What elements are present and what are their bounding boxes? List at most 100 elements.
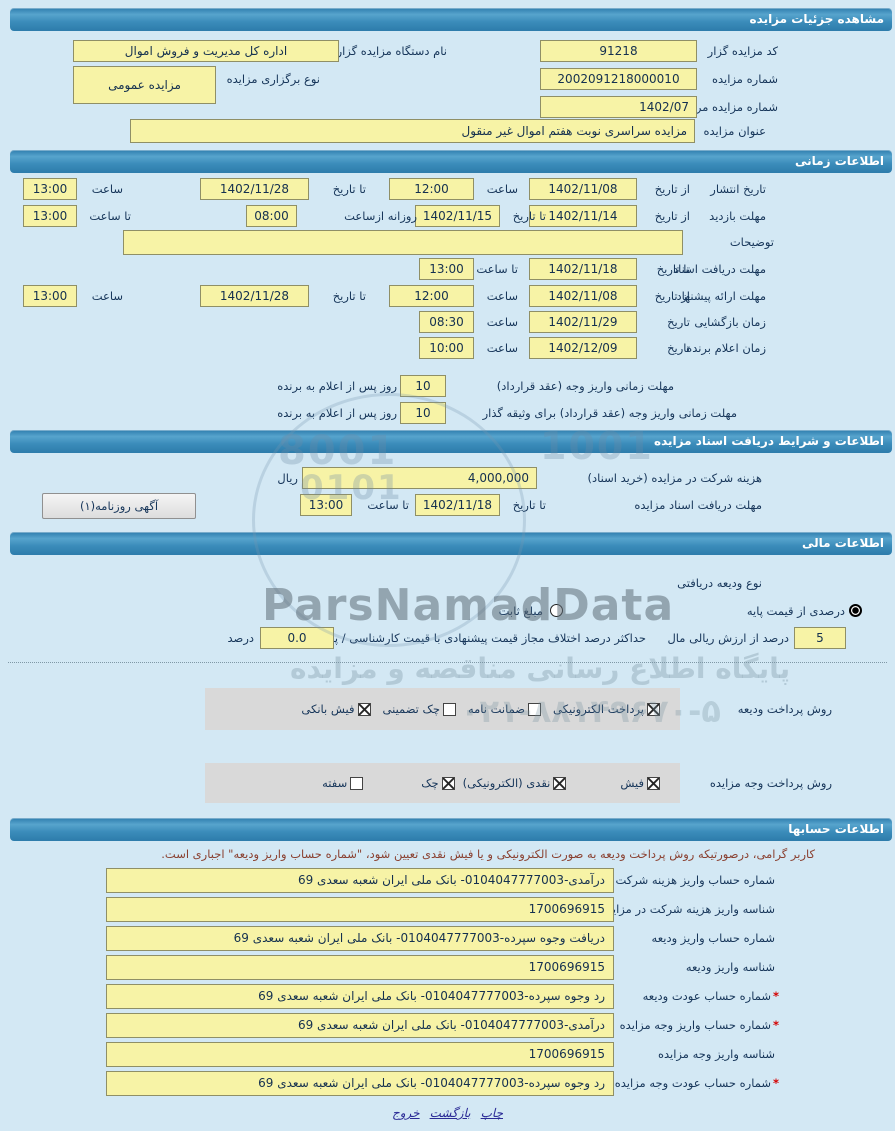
- winner-date-label: تاریخ: [667, 341, 690, 355]
- pay-deadline-guarantor-field[interactable]: 10: [400, 402, 446, 424]
- page-title: مشاهده جزئیات مزایده: [10, 8, 892, 31]
- account-row-label: *شماره حساب واریز وجه مزایده: [619, 1018, 779, 1032]
- visit-until-label: تا ساعت: [89, 209, 131, 223]
- visit-from-time-field[interactable]: 08:00: [246, 205, 297, 227]
- offer-from-date-field[interactable]: 1402/11/08: [529, 285, 637, 307]
- checkbox-label: سفته: [322, 776, 348, 790]
- offer-to-label: تا تاریخ: [332, 289, 366, 303]
- notes-field[interactable]: [123, 230, 683, 255]
- participation-fee-unit: ریال: [277, 471, 298, 485]
- notes-label: توضیحات: [729, 235, 774, 249]
- checkbox-certified-cheque[interactable]: [442, 702, 456, 716]
- pay-deadline-guarantor-suffix: روز پس از اعلام به برنده: [277, 406, 397, 420]
- reference-number-field[interactable]: 1402/07: [540, 96, 697, 118]
- checkbox-slip[interactable]: [647, 776, 660, 790]
- checkbox-label: فیش: [620, 776, 644, 790]
- account-row-label: شماره حساب واریز ودیعه: [651, 931, 775, 945]
- radio-percent-of-base-price[interactable]: [849, 604, 862, 617]
- publish-from-date-field[interactable]: 1402/11/08: [529, 178, 637, 200]
- payment-method-option: چک: [421, 776, 455, 790]
- publish-to-time-field[interactable]: 13:00: [23, 178, 77, 200]
- offer-from-time-field[interactable]: 12:00: [389, 285, 474, 307]
- deposit-percent-field[interactable]: 5: [794, 627, 846, 649]
- doc-receive-until-label: تا ساعت: [476, 262, 518, 276]
- exit-link[interactable]: خروج: [392, 1106, 420, 1120]
- checkbox-promissory-note[interactable]: [350, 776, 364, 790]
- checkbox-cheque[interactable]: [441, 776, 455, 790]
- offer-hour2-label: ساعت: [91, 289, 123, 303]
- account-row-field[interactable]: 1700696915: [106, 897, 614, 922]
- dotted-divider: [8, 662, 887, 663]
- visit-to-date-field[interactable]: 1402/11/15: [415, 205, 500, 227]
- publish-date-label: تاریخ انتشار: [710, 182, 766, 196]
- auction-code-field[interactable]: 91218: [540, 40, 697, 62]
- checkbox-guarantee-letter[interactable]: [528, 702, 542, 716]
- winner-date-field[interactable]: 1402/12/09: [529, 337, 637, 359]
- footer-links: چاپ بازگشت خروج: [0, 1106, 895, 1120]
- doc-receive-to-time-field[interactable]: 13:00: [419, 258, 474, 280]
- doc-receive-to-date-field[interactable]: 1402/11/18: [529, 258, 637, 280]
- radio-percent-label: درصدی از قیمت پایه: [746, 604, 845, 618]
- publish-from-time-field[interactable]: 12:00: [389, 178, 474, 200]
- account-row-field[interactable]: رد وجوه سپرده-0104047777003- بانک ملی ای…: [106, 984, 614, 1009]
- opening-date-label: تاریخ: [667, 315, 690, 329]
- docs-deadline-time-field[interactable]: 13:00: [300, 494, 352, 516]
- print-link[interactable]: چاپ: [480, 1106, 503, 1120]
- account-row-field[interactable]: دریافت وجوه سپرده-0104047777003- بانک مل…: [106, 926, 614, 951]
- offer-to-date-field[interactable]: 1402/11/28: [200, 285, 309, 307]
- checkbox-cash-electronic[interactable]: [553, 776, 567, 790]
- visit-from-label: از تاریخ: [654, 209, 690, 223]
- payment-method-option: سفته: [322, 776, 364, 790]
- offer-from-label: از تاریخ: [654, 289, 690, 303]
- docs-deadline-to-label: تا تاریخ: [512, 498, 546, 512]
- newspaper-ad-button[interactable]: آگهی روزنامه(۱): [42, 493, 196, 519]
- payment-method-option: فیش: [620, 776, 660, 790]
- account-row-field[interactable]: 1700696915: [106, 955, 614, 980]
- opening-hour-label: ساعت: [486, 315, 518, 329]
- watermark-brand: ParsNamadData: [262, 580, 675, 631]
- section-header-docs-info: اطلاعات و شرایط دریافت اسناد مزایده: [10, 430, 892, 453]
- auction-title-label: عنوان مزایده: [703, 124, 766, 138]
- checkbox-label: نقدی (الکترونیکی): [462, 776, 551, 790]
- account-row-field[interactable]: رد وجوه سپرده-0104047777003- بانک ملی ای…: [106, 1071, 614, 1096]
- account-row-label: *شماره حساب عودت وجه مزایده: [614, 1076, 779, 1090]
- required-mark: *: [772, 1076, 779, 1090]
- deposit-method-option: ضمانت نامه: [467, 702, 542, 716]
- auction-code-label: کد مزایده گزار: [707, 44, 778, 58]
- holding-type-field[interactable]: مزایده عمومی: [73, 66, 216, 104]
- agency-name-field[interactable]: اداره کل مدیریت و فروش اموال: [73, 40, 339, 62]
- opening-date-field[interactable]: 1402/11/29: [529, 311, 637, 333]
- radio-fixed-amount[interactable]: [550, 604, 563, 617]
- visit-to-time-field[interactable]: 13:00: [23, 205, 77, 227]
- docs-deadline-date-field[interactable]: 1402/11/18: [415, 494, 500, 516]
- doc-receive-deadline-label: مهلت دریافت اسناد: [673, 262, 766, 276]
- auction-title-field[interactable]: مزایده سراسری نوبت هفتم اموال غیر منقول: [130, 119, 695, 143]
- deposit-type-label: نوع ودیعه دریافتی: [677, 576, 762, 590]
- watermark-slogan: پایگاه اطلاع رسانی مناقصه و مزایده: [290, 652, 791, 685]
- reference-number-label: شماره مزایده مرجع: [682, 100, 778, 114]
- winner-time-field[interactable]: 10:00: [419, 337, 474, 359]
- account-row-field[interactable]: 1700696915: [106, 1042, 614, 1067]
- checkbox-label: چک: [421, 776, 439, 790]
- checkbox-electronic-payment[interactable]: [647, 702, 660, 716]
- account-row-field[interactable]: درآمدی-0104047777003- بانک ملی ایران شعب…: [106, 1013, 614, 1038]
- opening-time-field[interactable]: 08:30: [419, 311, 474, 333]
- visit-from-date-field[interactable]: 1402/11/14: [529, 205, 637, 227]
- publish-to-date-field[interactable]: 1402/11/28: [200, 178, 309, 200]
- auction-number-field[interactable]: 2002091218000010: [540, 68, 697, 90]
- participation-fee-field[interactable]: 4,000,000: [302, 467, 537, 489]
- winner-announce-label: زمان اعلام برنده: [686, 341, 766, 355]
- max-diff-field[interactable]: 0.0: [260, 627, 334, 649]
- opening-time-label: زمان بازگشایی: [694, 315, 766, 329]
- checkbox-label: ضمانت نامه: [467, 702, 526, 716]
- account-row-field[interactable]: درآمدی-0104047777003- بانک ملی ایران شعب…: [106, 868, 614, 893]
- visit-to-label: تا تاریخ: [512, 209, 546, 223]
- offer-to-time-field[interactable]: 13:00: [23, 285, 77, 307]
- back-link[interactable]: بازگشت: [429, 1106, 471, 1120]
- checkbox-bank-slip[interactable]: [357, 702, 371, 716]
- participation-fee-label: هزینه شرکت در مزایده (خرید اسناد): [587, 471, 763, 485]
- publish-hour2-label: ساعت: [91, 182, 123, 196]
- pay-deadline-winner-field[interactable]: 10: [400, 375, 446, 397]
- deposit-method-option: پرداخت الکترونیکی: [553, 702, 660, 716]
- winner-hour-label: ساعت: [486, 341, 518, 355]
